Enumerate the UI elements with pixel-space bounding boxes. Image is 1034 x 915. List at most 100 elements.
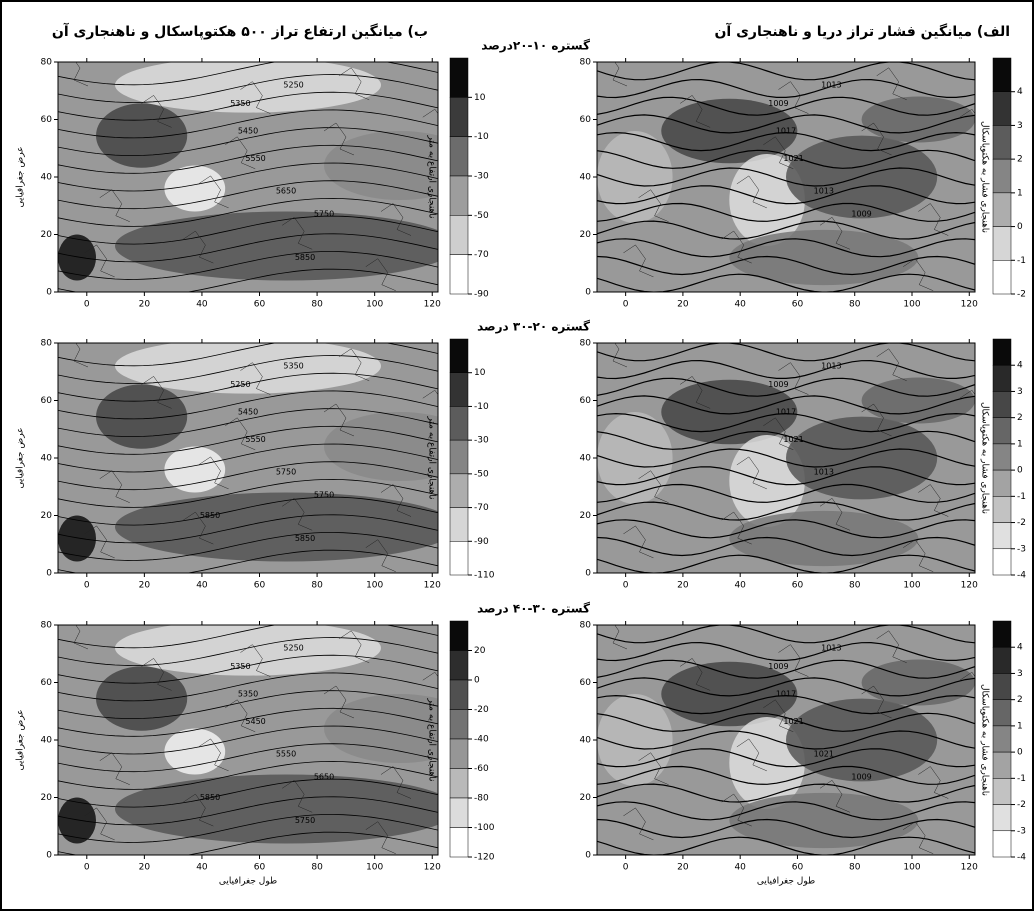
y-tick-label: 0 (46, 851, 52, 861)
coastline (623, 807, 654, 841)
colorbar-band (449, 507, 469, 542)
contour (58, 197, 438, 227)
coastline (819, 216, 851, 250)
contour (597, 801, 975, 821)
anomaly-area (115, 211, 438, 281)
colorbar-band (992, 496, 1012, 523)
contour-label: 5350 (283, 362, 303, 371)
contour-label: 1021 (783, 717, 803, 726)
coastline (240, 362, 271, 395)
colorbar-band (992, 620, 1012, 648)
colorbar-tick-label: 0 (474, 676, 480, 686)
colorbar-band (449, 372, 469, 407)
y-tick-label: 20 (41, 793, 53, 803)
contour-label: 1013 (814, 186, 834, 195)
colorbar-tick-label: -90 (474, 290, 489, 300)
contour (597, 149, 975, 169)
colorbar-band (992, 125, 1012, 160)
y-tick-label: 0 (46, 569, 52, 579)
coastline (339, 630, 370, 664)
anomaly-area (861, 377, 975, 424)
colorbar-band (992, 646, 1012, 674)
colorbar-tick-label: -120 (474, 853, 495, 863)
y-tick-label: 80 (41, 621, 53, 631)
y-axis-label: عرض جغرافیایی (16, 709, 26, 770)
contour-label: 5250 (283, 81, 303, 90)
coastline (99, 470, 130, 503)
coastline (903, 821, 934, 854)
contour (58, 109, 438, 139)
coastline (84, 525, 115, 559)
colorbar-tick-label: -2 (1017, 800, 1026, 810)
contour (597, 114, 975, 134)
x-tick-label: 40 (734, 300, 746, 310)
contour (597, 430, 975, 450)
contour (58, 690, 438, 720)
colorbar-band (449, 738, 469, 769)
coastline (339, 67, 370, 101)
coastline (721, 511, 752, 545)
colorbar-tick-label: -1 (1017, 256, 1026, 266)
contour-label: 5450 (245, 717, 265, 726)
anomaly-area (58, 797, 96, 844)
colorbar-tick-label: -20 (474, 705, 489, 715)
coastline (240, 644, 271, 677)
x-tick-label: 0 (623, 300, 629, 310)
contour-label: 5750 (295, 816, 315, 825)
y-tick-label: 0 (585, 569, 591, 579)
contour (58, 390, 438, 420)
contour (58, 251, 438, 280)
contour (597, 677, 975, 697)
contour (597, 748, 975, 768)
coastline (282, 216, 313, 250)
y-tick-label: 60 (580, 396, 592, 406)
x-tick-label: 120 (961, 300, 978, 310)
contour (58, 514, 438, 544)
coastline (225, 136, 256, 170)
colorbar-band (992, 417, 1012, 445)
contour (58, 707, 438, 737)
contour-label: 5350 (238, 690, 258, 699)
coastline (84, 807, 115, 841)
x-tick-label: 60 (254, 581, 266, 591)
coastline (380, 484, 412, 517)
contour-label: 1021 (783, 154, 803, 163)
x-tick-label: 80 (311, 863, 323, 873)
y-tick-label: 0 (585, 851, 591, 861)
x-tick-label: 60 (254, 863, 266, 873)
contour-label: 1017 (776, 690, 796, 699)
contour (597, 412, 975, 433)
colorbar-tick-label: -30 (474, 436, 489, 446)
coastline (903, 539, 934, 572)
contour (58, 478, 438, 508)
y-tick-label: 80 (580, 339, 592, 349)
contour-label: 1021 (814, 749, 834, 758)
contour-label: 5850 (295, 253, 315, 262)
colorbar-tick-label: -10 (474, 402, 489, 412)
contour-label: 5250 (283, 644, 303, 653)
coastline (721, 793, 752, 827)
contour (58, 778, 438, 808)
anomaly-area (115, 492, 438, 562)
anomaly-area (115, 774, 438, 844)
anomaly-area (597, 694, 673, 786)
colorbar-tick-label: -1 (1017, 492, 1026, 502)
contour (597, 96, 975, 116)
x-tick-label: 60 (254, 300, 266, 310)
map (58, 62, 438, 292)
coastline (736, 738, 767, 772)
y-tick-label: 40 (41, 454, 53, 464)
coastline (282, 497, 313, 531)
contour (58, 180, 438, 210)
contour (58, 760, 438, 790)
y-tick-label: 60 (41, 115, 53, 125)
colorbar-band (992, 91, 1012, 126)
x-tick-label: 80 (311, 300, 323, 310)
colorbar-tick-label: 2 (1017, 155, 1023, 165)
contour-label: 1009 (768, 99, 788, 108)
coastline (876, 67, 907, 101)
contour (597, 255, 975, 276)
contour (597, 519, 975, 539)
y-tick-label: 60 (580, 678, 592, 688)
anomaly-area (786, 416, 938, 500)
